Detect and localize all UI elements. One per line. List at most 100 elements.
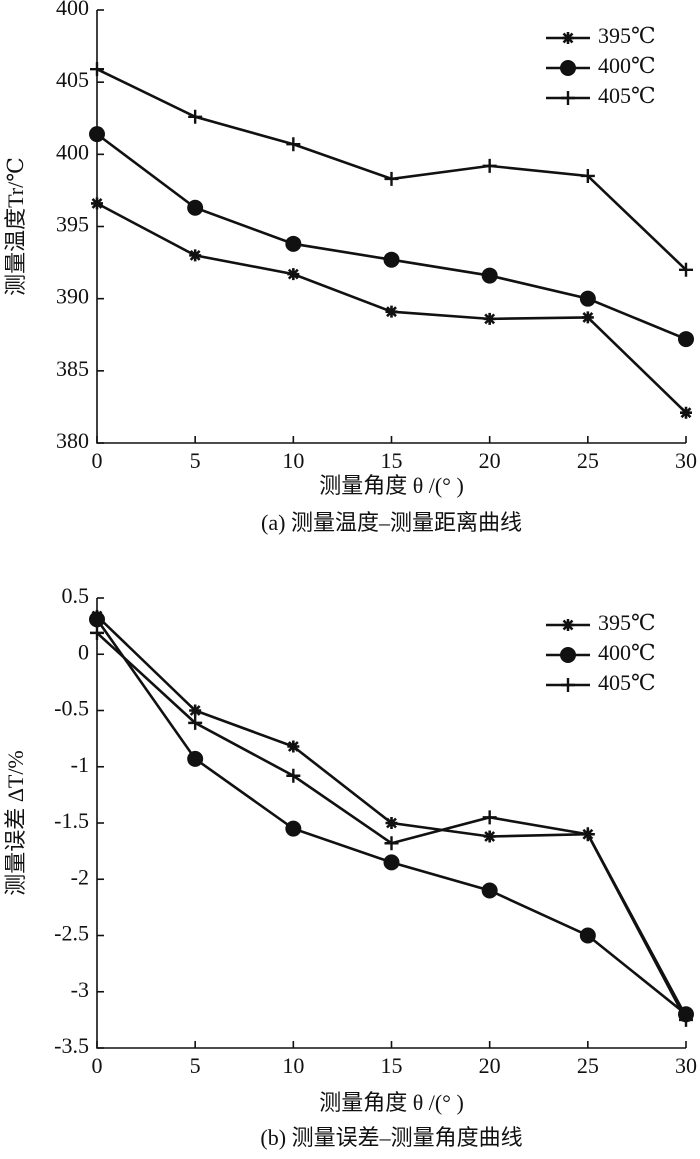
marker-circle: [579, 290, 596, 307]
marker: [384, 836, 399, 851]
marker: [383, 854, 400, 871]
y-tick-label: -2.5: [54, 921, 89, 946]
x-tick-label: 30: [675, 1053, 697, 1078]
legend-label: 395℃: [598, 610, 656, 635]
y-tick-label: 405: [56, 67, 89, 92]
marker: [187, 750, 204, 767]
legend-label: 400℃: [598, 53, 656, 78]
legend-marker: [562, 32, 574, 44]
x-tick-label: 5: [190, 1053, 201, 1078]
marker-circle: [187, 750, 204, 767]
legend-label: 405℃: [598, 83, 656, 108]
marker: [580, 168, 595, 183]
marker-circle: [481, 882, 498, 899]
y-tick-label: -1.5: [54, 808, 89, 833]
marker: [483, 830, 496, 843]
marker-circle: [285, 820, 302, 837]
marker-plus: [384, 836, 399, 851]
y-tick-label: -1: [71, 752, 89, 777]
marker: [383, 251, 400, 268]
x-tick-label: 20: [479, 1053, 501, 1078]
marker: [188, 715, 203, 730]
marker-plus: [482, 810, 497, 825]
marker: [91, 197, 103, 210]
x-tick-label: 10: [282, 1053, 304, 1078]
marker-plus: [286, 137, 301, 152]
marker: [679, 262, 693, 277]
y-tick-label: -3: [71, 977, 89, 1002]
marker-asterisk: [287, 268, 300, 281]
marker: [286, 137, 301, 152]
x-tick-label: 20: [479, 448, 501, 473]
marker-circle: [481, 267, 498, 284]
legend-marker: [560, 647, 576, 663]
x-tick-label: 25: [577, 1053, 599, 1078]
marker-circle: [579, 927, 596, 944]
marker-circle: [383, 251, 400, 268]
marker: [189, 249, 202, 262]
legend-marker: [561, 91, 575, 105]
marker-circle: [678, 331, 694, 348]
y-tick-label: 395: [56, 212, 89, 237]
marker-circle: [560, 647, 576, 663]
marker: [89, 611, 105, 628]
marker-plus: [90, 62, 104, 77]
x-tick-label: 30: [675, 448, 697, 473]
marker: [89, 126, 105, 143]
marker: [679, 1012, 693, 1027]
x-tick-label: 5: [190, 448, 201, 473]
marker-asterisk: [91, 197, 103, 210]
marker: [285, 820, 302, 837]
marker-asterisk: [189, 704, 202, 717]
x-tick-label: 10: [282, 448, 304, 473]
caption: (a) 测量温度–测量距离曲线: [261, 510, 522, 535]
x-tick-label: 15: [381, 448, 403, 473]
y-axis-title: 测量误差 ΔT/%: [3, 750, 28, 896]
x-axis-title: 测量角度 θ /(° ): [319, 473, 464, 498]
legend-marker: [562, 619, 574, 631]
x-tick-label: 0: [92, 448, 103, 473]
legend-marker: [560, 60, 576, 76]
marker: [188, 109, 203, 124]
marker: [579, 290, 596, 307]
y-tick-label: -2: [71, 864, 89, 889]
x-tick-label: 25: [577, 448, 599, 473]
marker-asterisk: [385, 817, 398, 829]
marker-circle: [89, 611, 105, 628]
marker: [680, 406, 692, 419]
x-axis-title: 测量角度 θ /(° ): [319, 1090, 464, 1115]
marker: [580, 827, 595, 842]
marker-plus: [384, 171, 399, 186]
y-tick-label: 380: [56, 428, 89, 453]
marker-asterisk: [581, 311, 594, 324]
marker: [286, 768, 301, 783]
marker: [287, 740, 300, 753]
marker: [481, 267, 498, 284]
caption: (b) 测量误差–测量角度曲线: [260, 1125, 522, 1150]
marker-circle: [187, 199, 204, 216]
marker: [287, 268, 300, 281]
marker-plus: [188, 715, 203, 730]
marker: [285, 235, 302, 252]
marker-plus: [580, 168, 595, 183]
marker-asterisk: [562, 619, 574, 631]
y-axis-title: 测量温度Tr/℃: [3, 157, 28, 296]
marker-circle: [89, 126, 105, 143]
marker: [90, 625, 104, 640]
marker-circle: [383, 854, 400, 871]
legend-label: 400℃: [598, 640, 656, 665]
marker-asterisk: [385, 305, 398, 318]
marker-plus: [286, 768, 301, 783]
marker-circle: [560, 60, 576, 76]
marker: [579, 927, 596, 944]
marker-plus: [90, 625, 104, 640]
marker: [384, 171, 399, 186]
marker: [678, 331, 694, 348]
marker: [385, 305, 398, 318]
marker-asterisk: [287, 740, 300, 753]
marker: [481, 882, 498, 899]
x-tick-label: 0: [92, 1053, 103, 1078]
marker: [90, 62, 104, 77]
y-tick-label: -3.5: [54, 1033, 89, 1058]
